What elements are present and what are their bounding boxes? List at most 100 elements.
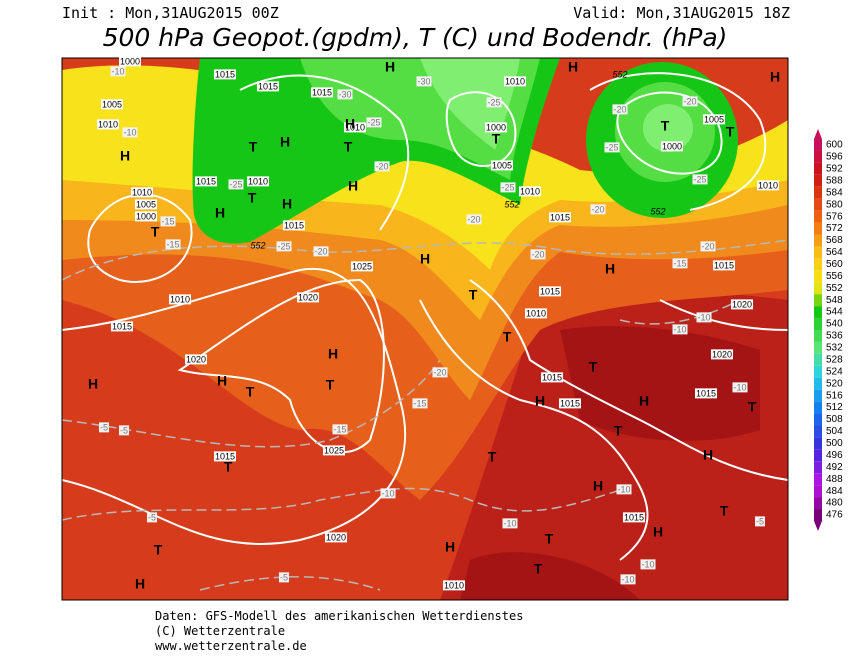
pressure-center: T (492, 131, 501, 147)
pressure-label-box (100, 99, 124, 110)
temperature-label-box (118, 425, 130, 436)
colorbar-swatch (814, 485, 822, 498)
pressure-label-box (282, 220, 306, 231)
temperature-label-box (380, 488, 396, 499)
geopotential-label: 552 (504, 199, 519, 209)
colorbar-tick-label: 524 (826, 366, 843, 377)
geopotential-label: 552 (250, 240, 265, 250)
temperature-label-group: -10 (672, 324, 688, 335)
temperature-label-box (337, 89, 353, 100)
colorbar-tick-label: 488 (826, 474, 843, 485)
pressure-label: 1020 (298, 292, 318, 302)
colorbar-tick-label: 492 (826, 462, 843, 473)
pressure-label-group: 1020 (710, 349, 734, 360)
colorbar-swatch (814, 150, 822, 163)
temperature-label-box (530, 249, 546, 260)
temperature-label: -20 (683, 96, 696, 106)
temperature-label-group: -25 (486, 97, 502, 108)
temperature-label-box (700, 241, 716, 252)
pressure-label-box (322, 445, 346, 456)
temperature-label-group: -20 (313, 246, 329, 257)
pressure-center: T (248, 190, 257, 206)
pressure-label: 1015 (258, 81, 278, 91)
colorbar-tick-label: 508 (826, 414, 843, 425)
pressure-label-box (548, 212, 572, 223)
pressure-center: H (88, 376, 98, 392)
colorbar-tick-label: 480 (826, 498, 843, 509)
colorbar-tick-label: 500 (826, 438, 843, 449)
temperature-label-group: -15 (160, 216, 176, 227)
pressure-label: 1025 (352, 261, 372, 271)
pressure-label: 1010 (758, 180, 778, 190)
temperature-label: -25 (229, 179, 242, 189)
pressure-label-group: 1000 (660, 141, 684, 152)
pressure-label: 1010 (520, 186, 540, 196)
pressure-label-group: 1000 (118, 56, 142, 67)
temperature-label-group: -20 (466, 214, 482, 225)
pressure-label-box (246, 176, 270, 187)
temperature-label-box (640, 559, 656, 570)
colorbar-swatch (814, 449, 822, 462)
pressure-label-box (538, 286, 562, 297)
pressure-label-box (343, 122, 367, 133)
pressure-label-group: 1015 (194, 176, 218, 187)
pressure-label: 1010 (505, 76, 525, 86)
pressure-center: T (503, 329, 512, 345)
pressure-label-box (213, 69, 237, 80)
temperature-label: -30 (338, 89, 351, 99)
temperature-label-group: -5 (118, 425, 130, 436)
pressure-label: 1010 (345, 122, 365, 132)
pressure-label-box (324, 532, 348, 543)
geopotential-label: 552 (612, 69, 627, 79)
temperature-label-group: -10 (616, 484, 632, 495)
pressure-label: 1015 (312, 87, 332, 97)
colorbar-swatch (814, 401, 822, 414)
pressure-center: H (282, 196, 292, 212)
temperature-label: -10 (673, 324, 686, 334)
pressure-center: T (246, 384, 255, 400)
pressure-center: T (748, 399, 757, 415)
footer-line: www.wetterzentrale.de (155, 639, 307, 653)
colorbar-bottom-arrow (814, 520, 822, 531)
pressure-center: H (770, 69, 780, 85)
temperature-label-group: -10 (122, 127, 138, 138)
pressure-label-box (350, 261, 374, 272)
colorbar-tick-label: 544 (826, 307, 843, 318)
pressure-label: 1000 (120, 56, 140, 66)
pressure-label: 1015 (112, 321, 132, 331)
temperature-label-box (278, 572, 290, 583)
temperature-label-box (160, 216, 176, 227)
pressure-label: 1005 (136, 199, 156, 209)
pressure-label: 1015 (624, 512, 644, 522)
colorbar-swatch (814, 497, 822, 510)
temperature-label: -20 (701, 241, 714, 251)
colorbar-swatch (814, 174, 822, 187)
temperature-label: -25 (693, 174, 706, 184)
pressure-center: H (135, 576, 145, 592)
pressure-label-box (712, 260, 736, 271)
colorbar: 6005965925885845805765725685645605565525… (814, 129, 843, 531)
pressure-label-box (194, 176, 218, 187)
colorbar-tick-label: 548 (826, 295, 843, 306)
pressure-label-box (296, 292, 320, 303)
pressure-label-group: 1010 (130, 187, 154, 198)
colorbar-tick-label: 532 (826, 343, 843, 354)
pressure-center: H (385, 59, 395, 75)
temperature-label: -15 (413, 398, 426, 408)
pressure-label: 1005 (704, 114, 724, 124)
temperature-label: -5 (148, 512, 156, 522)
temperature-label-group: -10 (502, 518, 518, 529)
colorbar-tick-label: 516 (826, 390, 843, 401)
pressure-label: 1010 (132, 187, 152, 197)
temperature-label: -10 (123, 127, 136, 137)
pressure-label-group: 1015 (622, 512, 646, 523)
pressure-center: T (661, 118, 670, 134)
pressure-label-box (694, 388, 718, 399)
temperature-label-box (165, 239, 181, 250)
pressure-label-group: 1010 (168, 294, 192, 305)
colorbar-tick-label: 476 (826, 510, 843, 521)
pressure-label-box (134, 211, 158, 222)
temperature-label-group: -25 (500, 182, 516, 193)
pressure-label-box (702, 114, 726, 125)
temperature-label-box (332, 424, 348, 435)
